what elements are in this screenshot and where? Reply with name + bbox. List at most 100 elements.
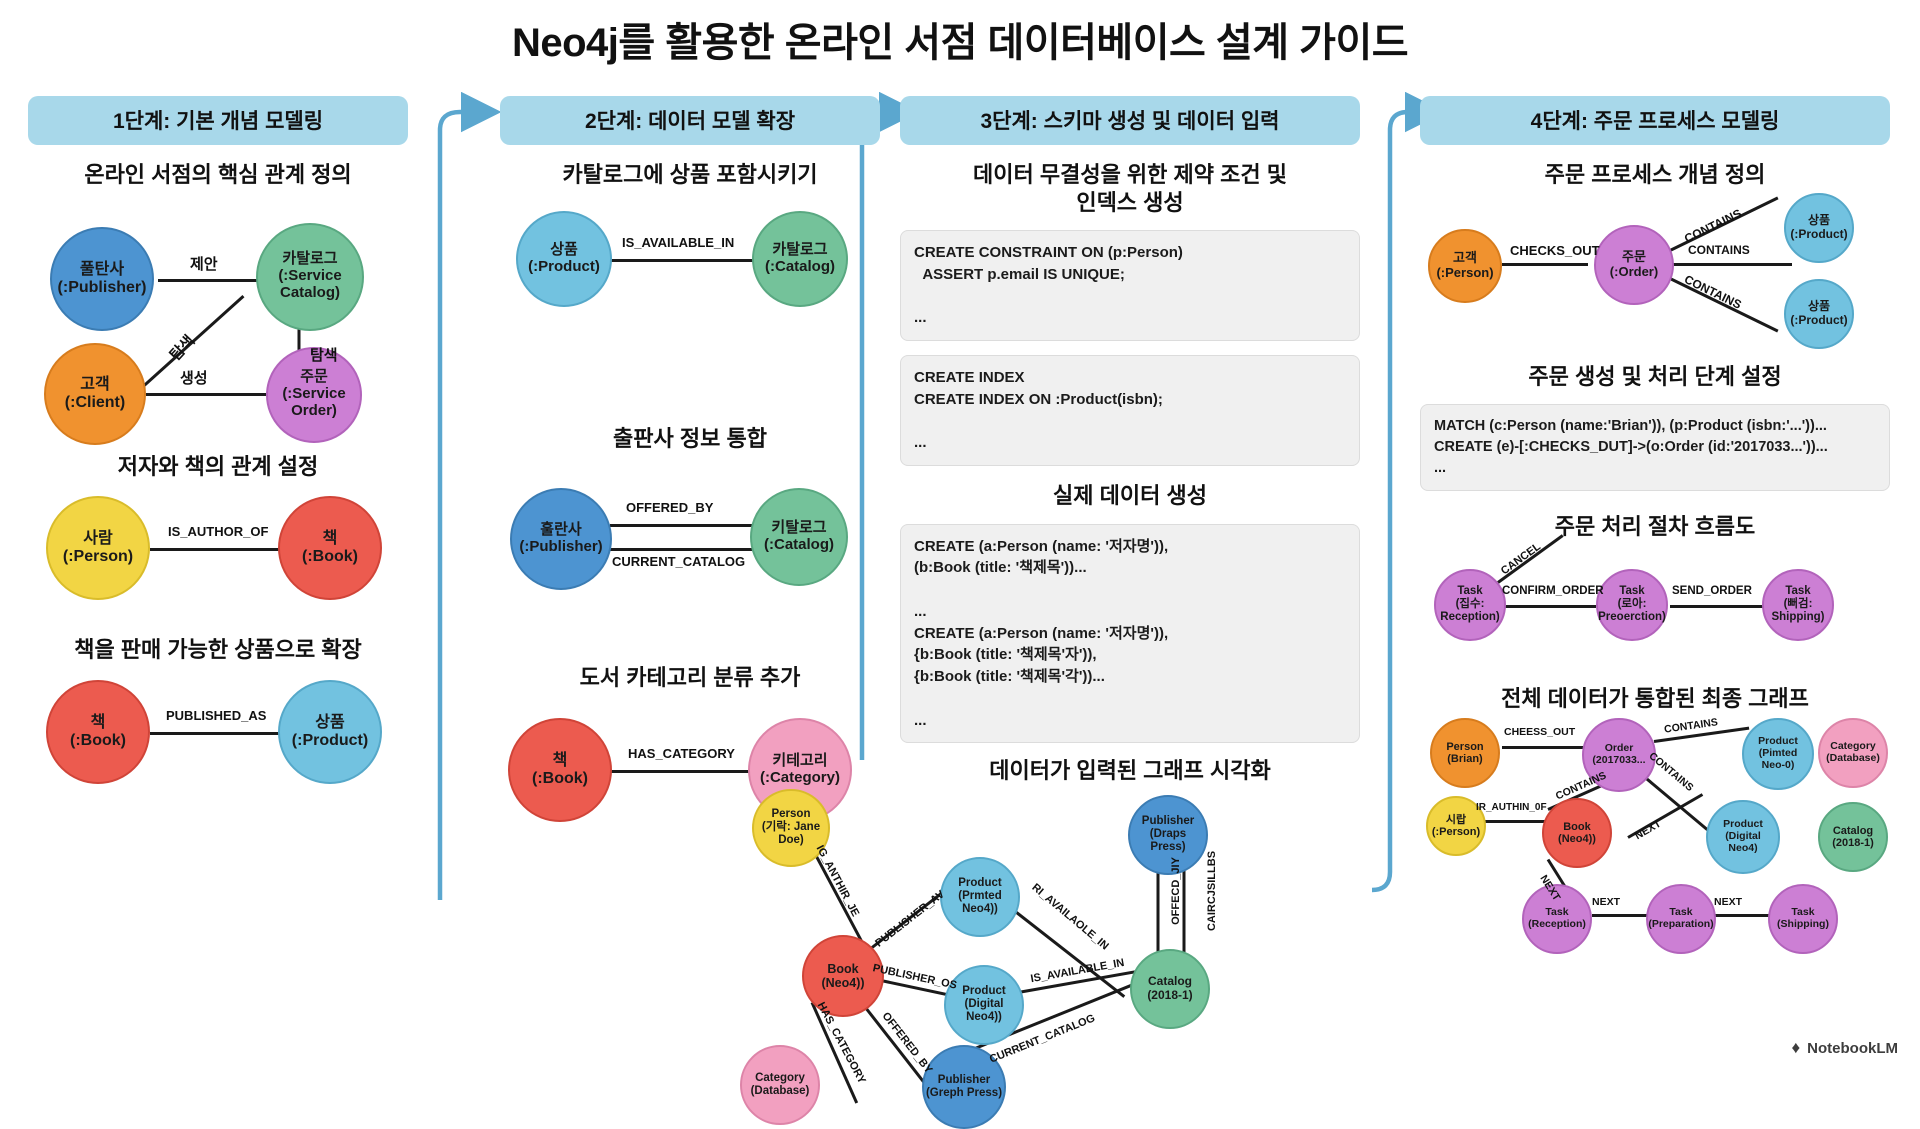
edge-label: CONTAINS xyxy=(1688,242,1750,257)
node-task-reception[interactable]: Task (집수: Reception) xyxy=(1434,568,1506,641)
node-product-digital[interactable]: Product (Digital Neo4)) xyxy=(944,964,1024,1045)
section-title-4-1: 주문 프로세스 개념 정의 xyxy=(1544,162,1766,187)
edge-label: RI_AVAILAOLE_IN xyxy=(1029,881,1111,953)
node-book-neo4j[interactable]: Book (Neo4)) xyxy=(802,934,884,1017)
node-catalog[interactable]: 카탈로그 (:Catalog) xyxy=(752,210,848,307)
edge-label: SEND_ORDER xyxy=(1672,584,1752,597)
node-task-shipping-final[interactable]: Task (Shipping) xyxy=(1768,884,1838,955)
edge-label: CAIRCJSILLBS xyxy=(1206,850,1219,931)
stage-column-1: 1단계: 기본 개념 모델링 온라인 서점의 핵심 관계 정의 제안 탐색 탐색… xyxy=(28,96,408,804)
edge-label: 탐색 xyxy=(310,346,338,364)
section-title-4-3: 주문 처리 절차 흐름도 xyxy=(1554,514,1756,540)
edge-label: IS_AUTHOR_OF xyxy=(168,524,269,539)
node-service-catalog[interactable]: 카탈로그 (:Service Catalog) xyxy=(256,222,364,331)
graph-publisher-catalog: OFFERED_BY CURRENT_CATALOG 훌란사 (:Publishe… xyxy=(500,472,880,612)
node-task-shipping[interactable]: Task (뻐검: Shipping) xyxy=(1762,568,1834,641)
node-order[interactable]: 주문 (:Order) xyxy=(1594,224,1674,305)
edge-label: CONTAINS xyxy=(1682,271,1744,312)
section-title-1-1: 온라인 서점의 핵심 관계 정의 xyxy=(84,162,352,187)
edge-label: OFFERED_BY xyxy=(879,1009,935,1076)
graph-order-process: CHECKS_OUT CONTAINS CONTAINS CONTAINS 고객… xyxy=(1420,192,1890,349)
node-product-1[interactable]: 상품 (:Product) xyxy=(1784,192,1854,263)
code-block-constraint[interactable]: CREATE CONSTRAINT ON (p:Person) ASSERT p… xyxy=(900,230,1360,341)
node-catalog-2018[interactable]: Catalog (2018-1) xyxy=(1130,948,1210,1029)
edge-label: CHECKS_OUT xyxy=(1510,242,1600,258)
node-catalog-final[interactable]: Catalog (2018-1) xyxy=(1818,802,1888,873)
code-block-create-data[interactable]: CREATE (a:Person (name: '저자명')), (b:Book … xyxy=(900,523,1360,744)
node-client[interactable]: 고객 (:Client) xyxy=(44,342,146,445)
node-publisher[interactable]: 풀탄사 (:Publisher) xyxy=(50,226,154,331)
edge-label: 제안 xyxy=(190,255,218,273)
node-catalog[interactable]: 키탈로그 (:Catalog) xyxy=(750,488,848,586)
section-title-4-2: 주문 생성 및 처리 단계 설정 xyxy=(1528,363,1782,389)
node-task-reception-final[interactable]: Task (Reception) xyxy=(1522,884,1592,955)
edge-label: PUBLISHER_AV xyxy=(873,888,947,950)
node-category-final[interactable]: Category (Database) xyxy=(1818,718,1888,789)
code-block-order-create[interactable]: MATCH (c:Person (name:'Brian')), (p:Prod… xyxy=(1420,404,1890,492)
node-task-preparation-final[interactable]: Task (Preparation) xyxy=(1646,884,1716,955)
graph-final-integrated: CHEESS_OUT CONTAINS CONTAINS CONTAINS IR… xyxy=(1420,716,1890,955)
edge-label: CONTAINS xyxy=(1682,205,1744,246)
node-product-printed[interactable]: Product (Prmted Neo4)) xyxy=(940,856,1020,937)
edge-label: NEXT xyxy=(1632,817,1664,843)
code-block-index[interactable]: CREATE INDEX CREATE INDEX ON :Product(isb… xyxy=(900,355,1360,466)
brand-label: NotebookLM xyxy=(1807,1039,1898,1057)
node-service-order[interactable]: 주문 (:Service Order) xyxy=(266,346,362,443)
node-order-final[interactable]: Order (2017033... xyxy=(1582,718,1656,793)
section-title-1-2: 저자와 책의 관계 설정 xyxy=(117,453,319,479)
stage-column-2: 2단계: 데이터 모델 확장 카탈로그에 상품 포함시키기 IS_AVAILAB… xyxy=(500,96,880,842)
node-product-printed-final[interactable]: Product (Pimted Neo-0) xyxy=(1742,718,1814,791)
graph-product-catalog: IS_AVAILABLE_IN 상품 (:Product) 카탈로그 (:Catal… xyxy=(500,203,880,333)
node-publisher[interactable]: 훌란사 (:Publisher) xyxy=(510,488,612,590)
notebooklm-brand: ♦ NotebookLM xyxy=(1791,1038,1898,1058)
node-category-database[interactable]: Category (Database) xyxy=(740,1044,820,1125)
node-person-brian[interactable]: Person (Brian) xyxy=(1430,718,1500,789)
node-person[interactable]: 사람 (:Person) xyxy=(46,496,150,600)
node-product-digital-final[interactable]: Product (Digital Neo4) xyxy=(1706,800,1780,875)
node-task-preparation[interactable]: Task (로아: Preoerction) xyxy=(1596,568,1668,641)
node-customer-person[interactable]: 고객 (:Person) xyxy=(1428,228,1502,303)
stage-1-chip[interactable]: 1단계: 기본 개념 모델링 xyxy=(28,96,408,145)
node-book[interactable]: 책 (:Book) xyxy=(46,679,150,784)
page-title: Neo4j를 활용한 온라인 서점 데이터베이스 설계 가이드 xyxy=(511,21,1409,65)
stage-2-chip[interactable]: 2단계: 데이터 모델 확장 xyxy=(500,96,880,145)
edge-label: CONFIRM_ORDER xyxy=(1502,584,1604,597)
stage-column-3: 3단계: 스키마 생성 및 데이터 입력 데이터 무결성을 위한 제약 조건 및… xyxy=(740,96,1360,1129)
graph-book-product: PUBLISHED_AS 책 (:Book) 상품 (:Product) xyxy=(28,674,408,804)
edge-label: NEXT xyxy=(1714,896,1743,909)
graph-author-book: IS_AUTHOR_OF 사람 (:Person) 책 (:Book) xyxy=(28,490,408,620)
notebooklm-logo-icon: ♦ xyxy=(1791,1038,1801,1057)
edge-label: HAS_CATEGORY xyxy=(628,745,735,761)
section-title-2-3: 도서 카테고리 분류 추가 xyxy=(579,665,801,690)
edge-label: OFFECD_JIY xyxy=(1169,856,1182,925)
section-title-4-4: 전체 데이터가 통합된 최종 그래프 xyxy=(1501,685,1809,711)
edge-label: 생성 xyxy=(180,369,208,387)
node-person-jane-doe[interactable]: Person (기락: Jane Doe) xyxy=(752,788,830,867)
section-title-2-1: 카탈로그에 상품 포함시키기 xyxy=(562,162,818,187)
edge-label: CANCEL xyxy=(1498,540,1543,577)
stage-3-chip[interactable]: 3단계: 스키마 생성 및 데이터 입력 xyxy=(900,96,1360,145)
stage-4-chip[interactable]: 4단계: 주문 프로세스 모델링 xyxy=(1420,96,1890,145)
node-product[interactable]: 상품 (:Product) xyxy=(278,679,382,784)
node-publisher-draps[interactable]: Publisher (Draps Press) xyxy=(1128,794,1208,875)
edge-label: IS_AVAILABLE_IN xyxy=(622,234,735,250)
graph-populated-visualization: IG_ANTHIR_JE PUBLISHER_AV PUBLISHER_OS R… xyxy=(740,788,1360,1129)
stage-column-4: 4단계: 주문 프로세스 모델링 주문 프로세스 개념 정의 CHECKS_OU… xyxy=(1420,96,1890,955)
edge-label: NEXT xyxy=(1592,896,1621,909)
edge-label: CURRENT_CATALOG xyxy=(612,554,746,569)
node-book[interactable]: 책 (:Book) xyxy=(508,717,612,822)
node-product[interactable]: 상품 (:Product) xyxy=(516,210,612,307)
edge-label: CHEESS_OUT xyxy=(1504,726,1576,739)
edge-label: IG_ANTHIR_JE xyxy=(813,843,862,919)
edge-label: PUBLISHED_AS xyxy=(166,707,267,723)
node-person-final[interactable]: 시랍 (:Person) xyxy=(1426,796,1486,857)
section-title-3-1: 데이터 무결성을 위한 제약 조건 및 인덱스 생성 xyxy=(973,162,1287,215)
edge-label: OFFERED_BY xyxy=(626,500,714,515)
node-book[interactable]: 책 (:Book) xyxy=(278,496,382,600)
section-title-1-3: 책을 판매 가능한 상품으로 확장 xyxy=(74,637,362,662)
node-book-final[interactable]: Book (Neo4)) xyxy=(1542,798,1612,869)
node-product-2[interactable]: 상품 (:Product) xyxy=(1784,278,1854,349)
section-title-3-2: 실제 데이터 생성 xyxy=(1053,483,1207,508)
section-title-3-3: 데이터가 입력된 그래프 시각화 xyxy=(989,758,1271,784)
graph-core-relations: 제안 탐색 탐색 생성 풀탄사 (:Publisher) 카탈로그 (:Servic… xyxy=(28,197,408,445)
